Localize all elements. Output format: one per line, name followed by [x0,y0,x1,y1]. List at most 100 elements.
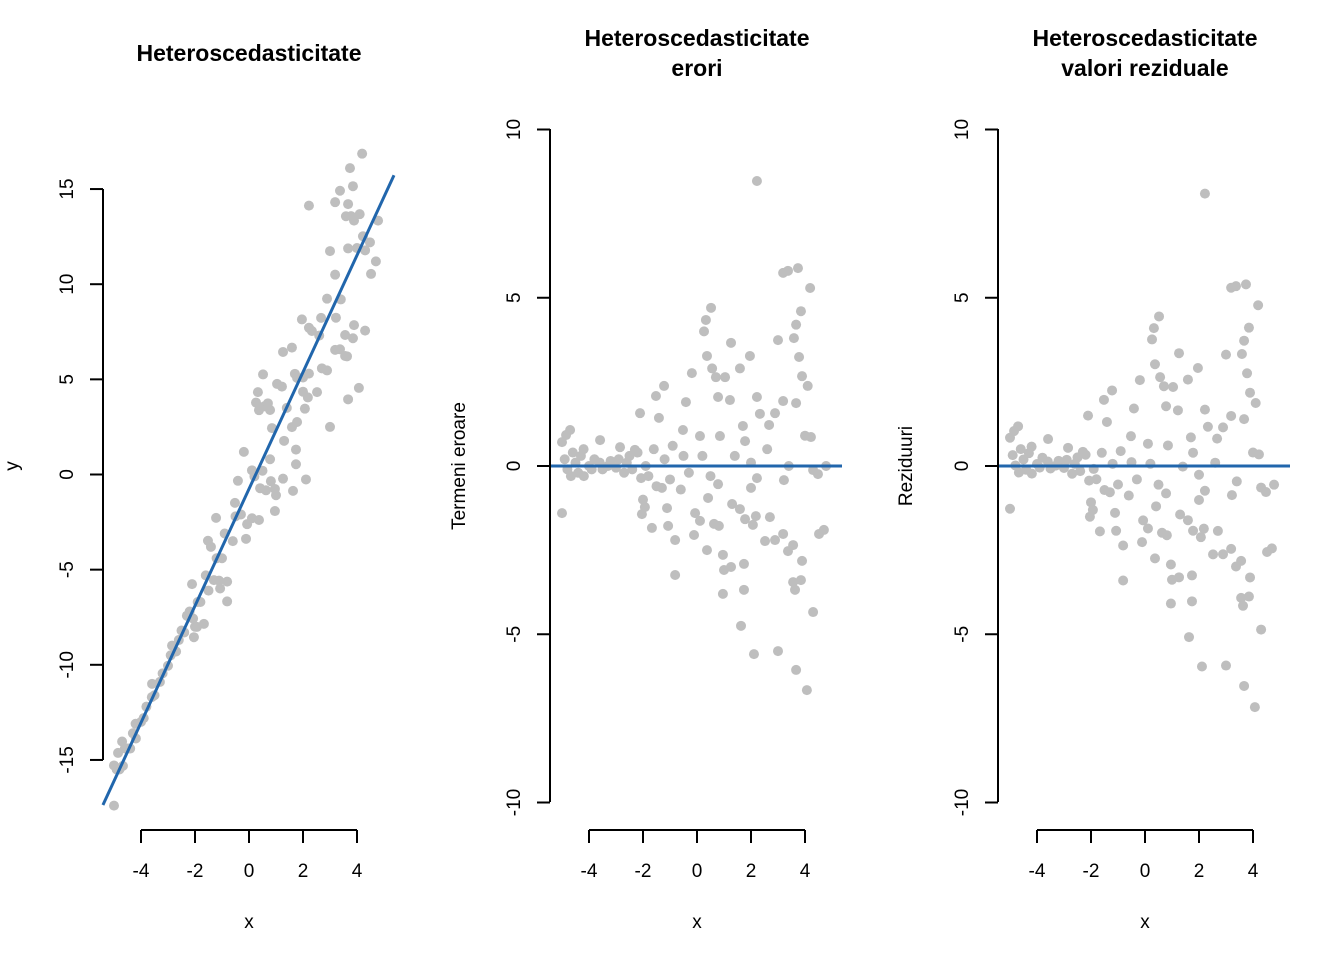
data-point [1245,387,1256,398]
data-point [795,575,806,586]
data-point [694,431,705,442]
data-point [800,430,810,441]
data-point [1174,572,1185,583]
data-point [1165,559,1176,570]
data-point [1148,323,1159,334]
data-point [694,515,705,526]
data-point [205,541,216,552]
data-point [1202,421,1213,432]
data-point [269,506,280,517]
data-point [677,424,688,435]
data-point [214,575,225,586]
data-point [788,577,799,588]
data-point [770,408,781,419]
data-point [818,524,829,535]
data-point [343,199,354,210]
y-tick-label: 10 [952,119,973,140]
data-point [1221,660,1231,671]
data-point [261,485,272,496]
data-point [265,454,276,465]
data-point [605,455,616,466]
data-point [706,302,717,313]
data-point [1239,680,1250,691]
data-point [1053,455,1064,466]
data-point [1226,543,1237,554]
x-tick-label: 4 [800,861,811,882]
data-point [790,584,801,595]
data-point [760,536,771,547]
data-point [567,447,578,458]
data-point [1199,188,1210,199]
x-tick-label: 2 [746,861,757,882]
data-point [737,420,748,431]
data-point [211,512,222,523]
data-point [1243,591,1254,602]
data-point [1236,348,1247,359]
data-point [1240,279,1251,290]
data-point [738,584,749,595]
panel-title: valori reziduale [1061,55,1228,81]
data-point [252,387,263,398]
data-point [659,454,670,465]
data-point [1137,537,1148,548]
data-point [1218,549,1229,560]
data-point [734,504,745,515]
data-point [147,678,158,689]
data-point [292,416,303,427]
data-point [701,545,712,556]
data-point [778,267,789,278]
data-point [1186,570,1197,581]
data-point [1123,490,1134,501]
y-tick-label: -10 [57,651,78,678]
data-point [1231,476,1242,487]
data-point [1256,482,1267,493]
data-point [701,350,712,361]
data-point [343,394,354,405]
data-point [1196,661,1207,672]
data-point [1075,466,1086,477]
data-point [316,312,327,323]
data-point [354,209,365,220]
data-point [778,396,789,407]
data-point [1195,532,1206,543]
y-tick-label: 0 [57,469,78,480]
data-point [1128,403,1139,414]
data-point [253,514,264,525]
data-point [325,421,335,432]
data-point [744,350,755,361]
data-point [330,269,341,280]
data-point [1239,335,1250,346]
data-point [322,293,333,304]
data-point [1086,497,1096,508]
data-point [720,372,731,383]
data-point [670,535,681,546]
x-tick-label: 2 [1194,861,1205,882]
panel-1: Heteroscedasticitate -4 -2 0 2 4 x -15 -10 -5 0 5 10… [2,40,396,933]
data-point [646,522,657,533]
data-point [1149,359,1160,370]
data-point [624,450,635,461]
y-tick-label: -10 [504,789,525,816]
data-point [1005,432,1015,443]
data-point [1194,494,1204,505]
data-point [1253,300,1264,311]
data-point [791,398,802,409]
data-point [300,474,311,485]
data-point [794,351,805,362]
y-tick-label: -5 [57,561,78,578]
x-axis-label: x [244,912,254,933]
data-point [653,412,664,423]
x-tick-label: 4 [352,861,363,882]
data-point [360,245,371,256]
data-point [1185,432,1196,443]
y-tick-label: -10 [952,789,973,816]
data-point [1043,434,1054,445]
data-point [665,474,675,485]
data-point [697,450,708,461]
data-point [713,479,724,490]
data-point [1208,549,1219,560]
data-point [714,431,725,442]
data-point [1199,404,1210,415]
data-point [559,454,570,465]
data-point [1084,511,1095,522]
